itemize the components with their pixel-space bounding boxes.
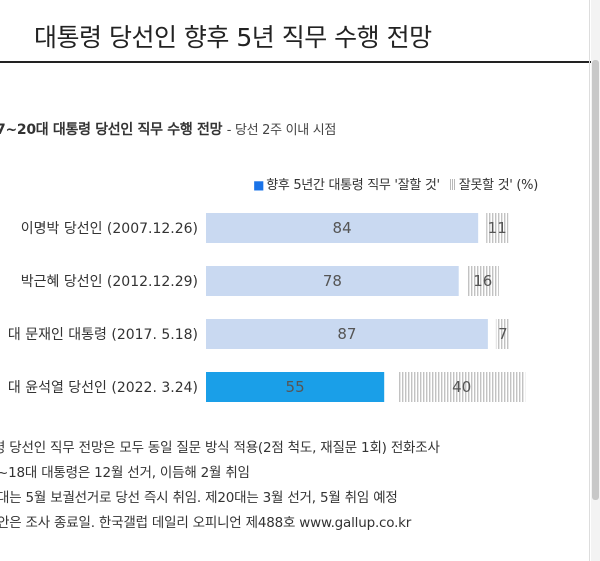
legend-good-swatch: ■ — [253, 178, 265, 192]
page-edge — [589, 0, 590, 561]
chart-title-text: 7~20대 대통령 당선인 직무 수행 전망 — [0, 122, 223, 138]
scrollbar[interactable] — [591, 0, 600, 561]
category-label: 박근혜 당선인 (2012.12.29) — [21, 274, 198, 290]
bar-good — [206, 266, 459, 296]
legend-unit: (%) — [516, 178, 538, 193]
category-label: 대 윤석열 당선인 (2022. 3.24) — [8, 380, 198, 396]
value-label-bad: 11 — [488, 219, 507, 237]
value-label-bad: 40 — [452, 378, 471, 396]
value-label-good: 78 — [323, 272, 342, 290]
bar-bad — [466, 266, 499, 296]
footnotes: 령 당선인 직무 전망은 모두 동일 질문 방식 적용(2점 척도, 재질문 1… — [0, 436, 600, 536]
value-label-bad: 7 — [498, 325, 508, 343]
bar-row: 이명박 당선인 (2007.12.26) 84 11 — [21, 213, 509, 243]
bar-good — [206, 372, 385, 402]
bar-bad — [398, 372, 526, 402]
category-label: 대 문재인 대통령 (2017. 5.18) — [8, 327, 198, 343]
scrollbar-thumb[interactable] — [592, 60, 599, 500]
chart-subtitle: - 당선 2주 이내 시점 — [226, 123, 337, 138]
bar-bad — [486, 213, 509, 243]
chart-legend: ■ 향후 5년간 대통령 직무 '잘할 것' 잘못할 것' (%) — [253, 174, 538, 193]
bar-good — [206, 319, 488, 349]
value-label-good: 84 — [333, 219, 352, 237]
bar-row: 대 윤석열 당선인 (2022. 3.24) 55 40 — [8, 372, 526, 402]
value-label-bad: 16 — [473, 272, 492, 290]
footnote-1: 령 당선인 직무 전망은 모두 동일 질문 방식 적용(2점 척도, 재질문 1… — [0, 440, 440, 456]
legend-bad-swatch — [449, 179, 456, 190]
title-divider — [0, 61, 600, 63]
value-label-good: 55 — [286, 378, 305, 396]
header: 대통령 당선인 향후 5년 직무 수행 전망 — [0, 0, 600, 56]
bar-good — [206, 213, 479, 243]
stacked-bar-chart: 이명박 당선인 (2007.12.26) 84 11 박근혜 당선인 (2012.12… — [8, 213, 526, 402]
page-title: 대통령 당선인 향후 5년 직무 수행 전망 — [34, 23, 432, 52]
footnote-2: ~18대 대통령은 12월 선거, 이듬해 2월 취임 — [0, 465, 250, 481]
legend-bad-label: 잘못할 것' — [458, 178, 513, 193]
footnote-4: 안은 조사 종료일. 한국갤럽 데일리 오피니언 제488호 www.gallu… — [0, 515, 412, 531]
value-label-good: 87 — [337, 325, 356, 343]
legend-good-label: 향후 5년간 대통령 직무 '잘할 것' — [266, 178, 440, 193]
bar-row: 대 문재인 대통령 (2017. 5.18) 87 7 — [8, 319, 510, 349]
bar-row: 박근혜 당선인 (2012.12.29) 78 16 — [21, 266, 499, 296]
footnote-3: 대는 5월 보궐선거로 당선 즉시 취임. 제20대는 3월 선거, 5월 취임… — [0, 490, 398, 506]
category-label: 이명박 당선인 (2007.12.26) — [21, 221, 198, 237]
chart-title: 7~20대 대통령 당선인 직무 수행 전망 - 당선 2주 이내 시점 — [0, 119, 336, 139]
bar-bad — [495, 319, 510, 349]
